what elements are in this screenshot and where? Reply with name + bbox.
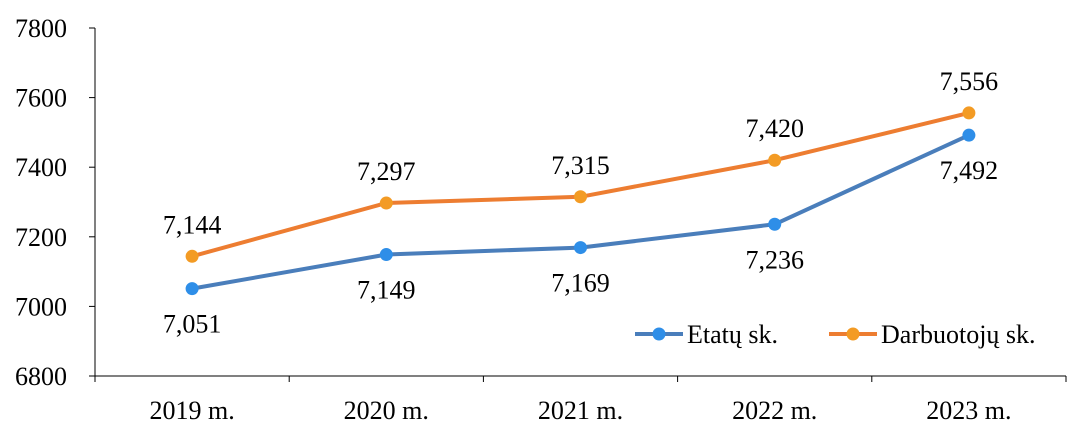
data-label: 7,169 [551, 269, 610, 298]
x-tick-label: 2020 m. [344, 396, 429, 423]
y-tick-label: 7200 [15, 223, 67, 252]
data-point [379, 196, 393, 210]
data-label: 7,144 [163, 210, 222, 239]
x-tick-label: 2023 m. [926, 396, 1011, 423]
legend-label: Darbuotojų sk. [881, 320, 1036, 349]
data-point [962, 128, 976, 142]
data-label: 7,315 [551, 151, 610, 180]
series-line-2 [191, 110, 970, 259]
legend-label: Etatų sk. [687, 320, 778, 349]
data-label: 7,149 [357, 276, 416, 305]
x-tick-label: 2022 m. [732, 396, 817, 423]
y-tick-label: 7600 [15, 84, 67, 113]
data-point [768, 217, 782, 231]
data-point [379, 248, 393, 262]
legend-marker [652, 327, 666, 341]
data-label: 7,051 [163, 310, 222, 339]
y-tick-label: 7400 [15, 153, 67, 182]
data-point [768, 153, 782, 167]
data-label: 7,492 [940, 156, 999, 185]
data-label: 7,297 [357, 157, 416, 186]
data-point [185, 282, 199, 296]
data-label: 7,420 [745, 114, 804, 143]
data-point [574, 190, 587, 204]
x-tick-label: 2021 m. [538, 396, 623, 423]
data-point [185, 249, 199, 263]
y-tick-label: 6800 [15, 362, 67, 391]
data-label: 7,556 [940, 67, 999, 96]
data-point [574, 241, 587, 255]
y-tick-label: 7800 [15, 14, 67, 43]
data-label: 7,236 [745, 245, 804, 274]
legend-marker [846, 327, 860, 341]
x-tick-label: 2019 m. [149, 396, 234, 423]
data-point [962, 106, 976, 120]
y-tick-label: 7000 [15, 292, 67, 321]
